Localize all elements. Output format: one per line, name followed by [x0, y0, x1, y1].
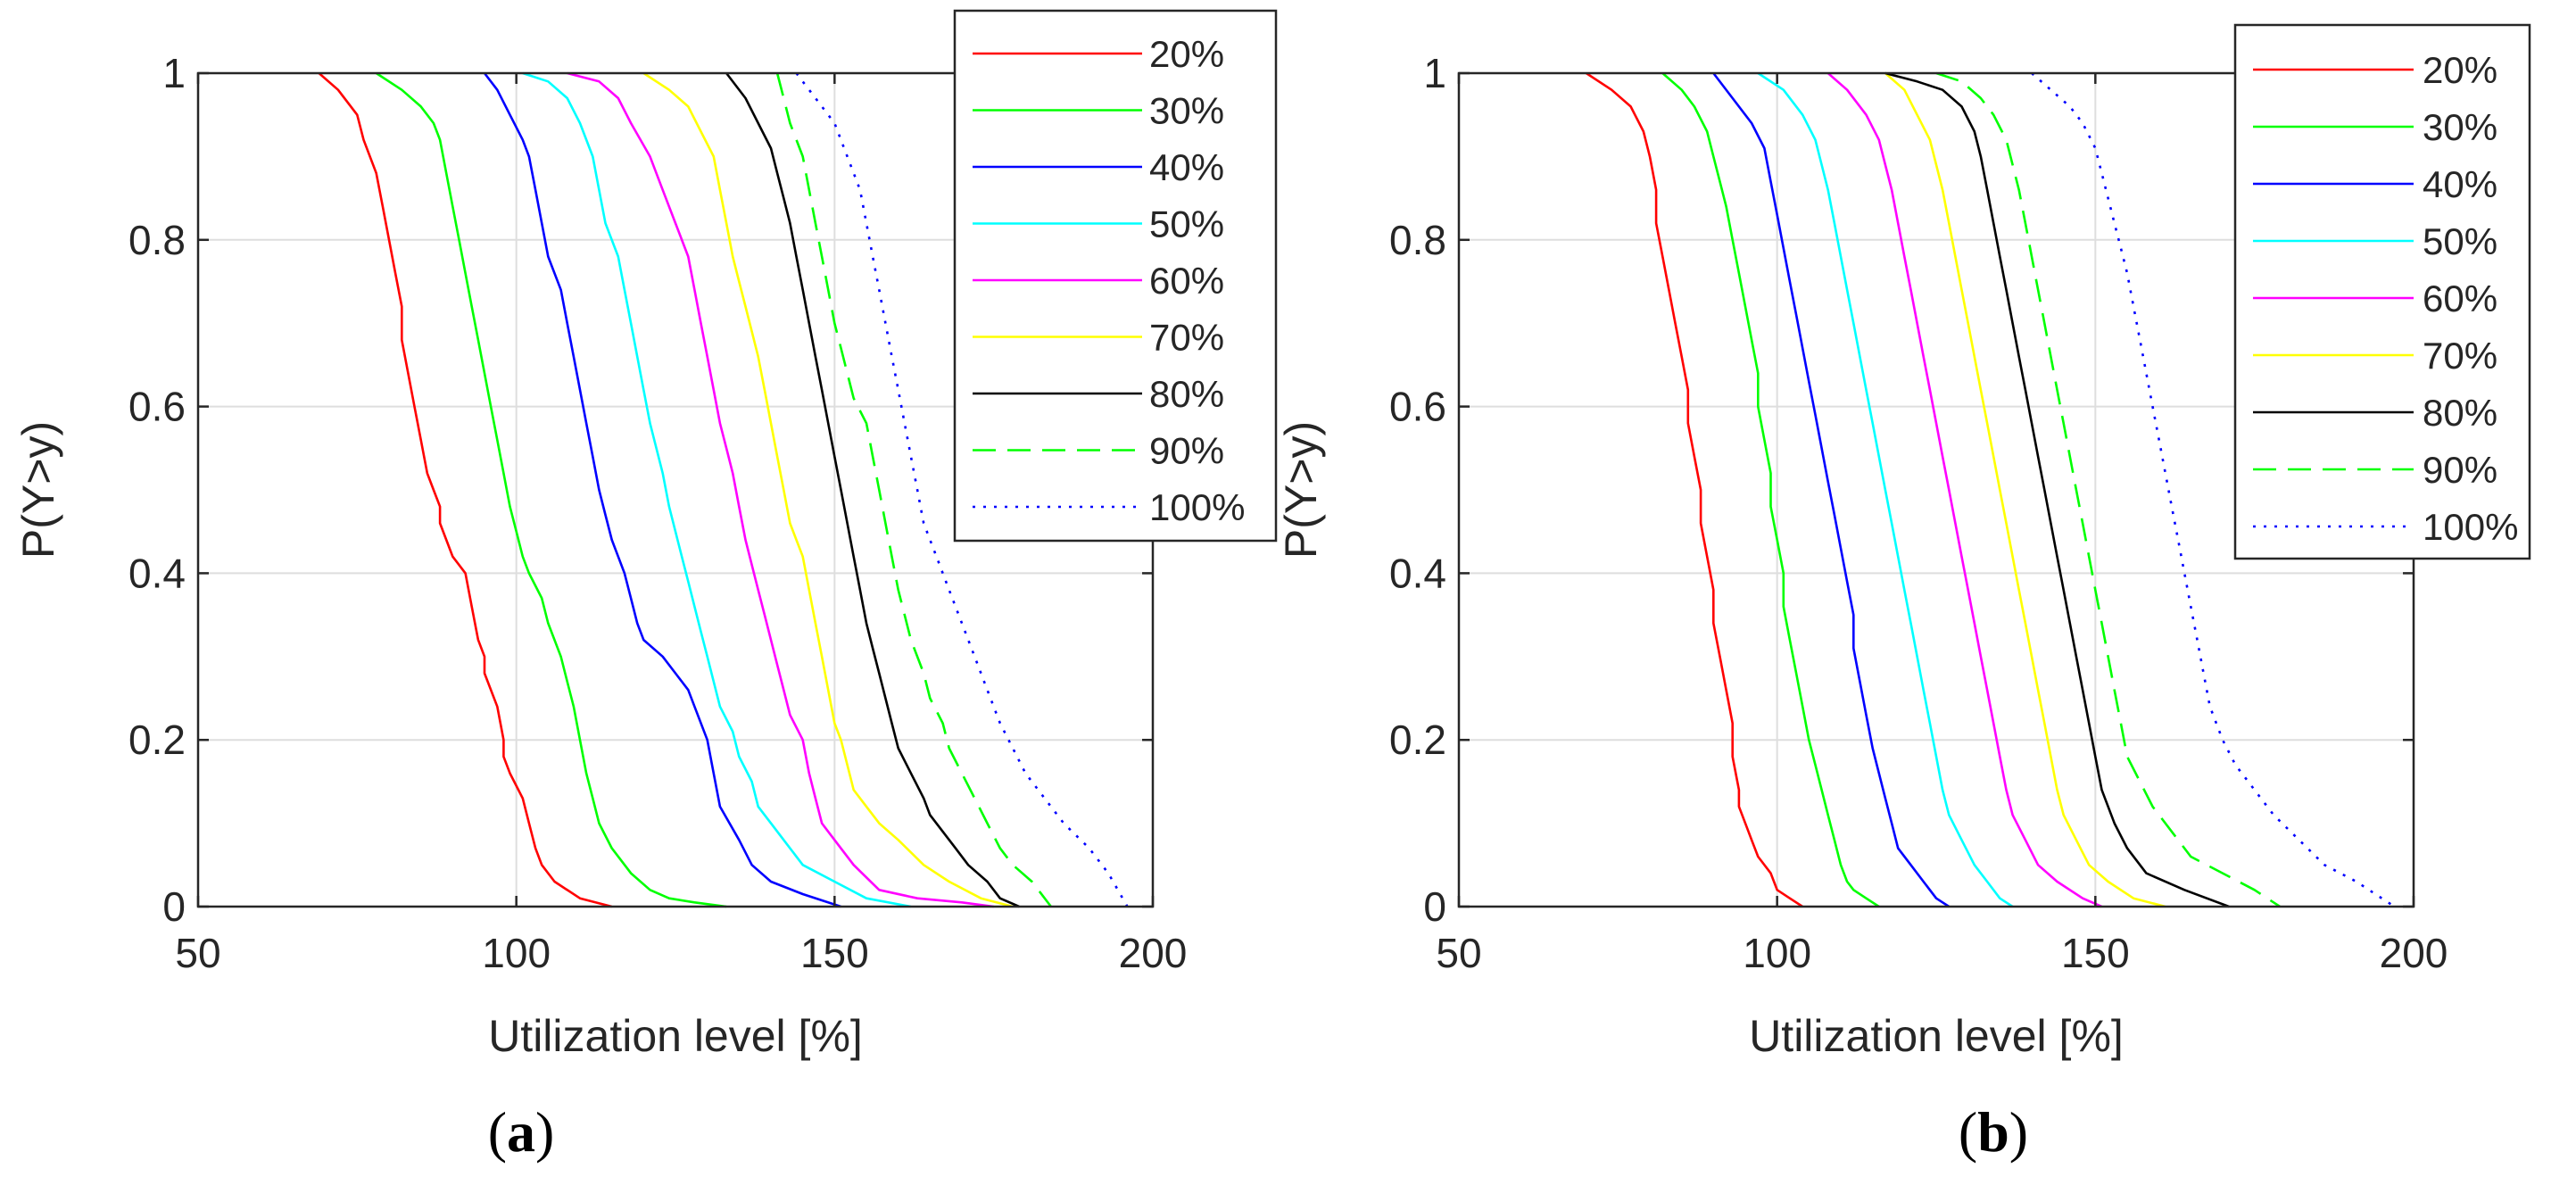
- series-line-80pct: [1884, 71, 2230, 908]
- series-line-60pct: [567, 71, 994, 908]
- legend-entry-label: 40%: [2423, 163, 2497, 205]
- y-tick-label: 0: [162, 883, 186, 930]
- series-line-60pct: [1826, 72, 2103, 908]
- chart-panel-a: 50 100 150 200 0 0.2 0.4 0.6 0.8 1 Utilization lev…: [13, 9, 1278, 1061]
- legend-entry-label: 80%: [1149, 373, 1224, 415]
- legend-box: [2233, 23, 2531, 560]
- legend-entry-label: 100%: [2423, 506, 2518, 548]
- series-line-90pct: [775, 72, 1052, 907]
- legend-entry-label: 80%: [2423, 392, 2497, 434]
- x-axis-label: Utilization level [%]: [488, 1011, 863, 1061]
- legend-entry-label: 60%: [2423, 278, 2497, 319]
- series-line-50pct: [522, 71, 912, 908]
- legend-entry-label: 20%: [1149, 33, 1224, 75]
- x-axis-label: Utilization level [%]: [1749, 1011, 2124, 1061]
- x-tick-label: 50: [1436, 930, 1481, 976]
- series-line-50pct: [1757, 71, 2014, 908]
- legend-entry-label: 40%: [1149, 146, 1224, 188]
- x-tick-label: 50: [175, 930, 220, 976]
- series-line-70pct: [1884, 72, 2166, 908]
- y-axis-label: P(Y>y): [1276, 421, 1326, 559]
- series-line-30pct: [375, 71, 727, 908]
- series-line-30pct: [1661, 72, 1880, 908]
- x-tick-label: 150: [800, 930, 869, 976]
- series-line-90pct: [1935, 71, 2281, 908]
- y-tick-label: 0.4: [128, 550, 186, 596]
- y-tick-label: 0.2: [1389, 717, 1446, 763]
- y-tick-label: 1: [1423, 50, 1446, 96]
- series-line-20pct: [1585, 71, 1803, 908]
- legend-entry-label: 90%: [2423, 449, 2497, 491]
- y-axis-label: P(Y>y): [13, 421, 63, 559]
- series-line-40pct: [1712, 72, 1951, 908]
- y-tick-label: 0.2: [128, 717, 186, 763]
- y-tick-label: 0.6: [128, 384, 186, 430]
- legend-entry-label: 20%: [2423, 49, 2497, 91]
- y-tick-label: 0.8: [128, 217, 186, 263]
- y-tick-label: 0.8: [1389, 217, 1446, 263]
- legend-entry-label: 30%: [1149, 90, 1224, 132]
- legend-entry-label: 50%: [1149, 203, 1224, 245]
- x-tick-label: 200: [1119, 930, 1188, 976]
- x-tick-label: 100: [1743, 930, 1811, 976]
- legend-entry-label: 60%: [1149, 260, 1224, 302]
- legend: 20% 30% 40% 50% 60% 70% 80% 90% 100%: [953, 9, 1278, 543]
- chart-panel-b: 50 100 150 200 0 0.2 0.4 0.6 0.8 1 Utilization lev…: [1276, 23, 2531, 1061]
- series-line-80pct: [725, 72, 1020, 908]
- legend-entry-label: 30%: [2423, 106, 2497, 148]
- legend-entry-label: 90%: [1149, 430, 1224, 472]
- legend-entry-label: 70%: [2423, 335, 2497, 377]
- y-tick-label: 0.4: [1389, 550, 1446, 596]
- y-tick-label: 0.6: [1389, 384, 1446, 430]
- x-tick-label: 200: [2380, 930, 2448, 976]
- x-tick-label: 150: [2061, 930, 2130, 976]
- panel-label-b: (b): [1959, 1100, 2028, 1164]
- series-line-70pct: [642, 71, 1014, 908]
- legend-box: [953, 9, 1278, 543]
- legend-entry-label: 50%: [2423, 220, 2497, 262]
- panel-label-a: (a): [488, 1100, 555, 1164]
- legend-entry-label: 70%: [1149, 317, 1224, 359]
- y-tick-label: 0: [1423, 883, 1446, 930]
- legend-entry-label: 100%: [1149, 486, 1245, 528]
- legend: 20% 30% 40% 50% 60% 70% 80% 90% 100%: [2233, 23, 2531, 560]
- series-line-40pct: [483, 72, 841, 908]
- series-line-20pct: [318, 72, 613, 908]
- x-tick-label: 100: [482, 930, 551, 976]
- y-tick-label: 1: [162, 50, 186, 96]
- series-line-100pct: [795, 72, 1129, 907]
